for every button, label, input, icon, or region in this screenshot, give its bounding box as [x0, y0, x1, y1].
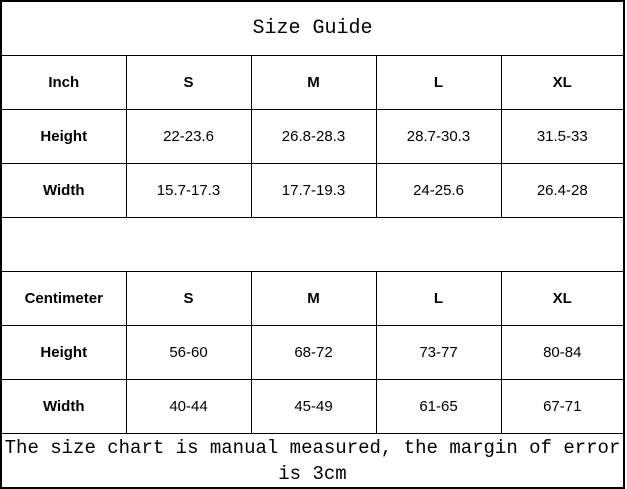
spacer-row	[0, 217, 625, 272]
title-row: Size Guide	[0, 0, 625, 56]
table-cell: 68-72	[250, 325, 377, 380]
table-cell: 28.7-30.3	[375, 109, 502, 164]
size-header: M	[250, 271, 377, 326]
cm-header-row: Centimeter S M L XL	[0, 271, 625, 326]
size-header: S	[125, 271, 252, 326]
table-cell: 31.5-33	[500, 109, 625, 164]
table-cell: 61-65	[375, 379, 502, 434]
size-header: M	[250, 55, 377, 110]
table-row: Width 15.7-17.3 17.7-19.3 24-25.6 26.4-2…	[0, 163, 625, 218]
table-cell: 26.4-28	[500, 163, 625, 218]
row-label: Height	[0, 325, 127, 380]
table-cell: 67-71	[500, 379, 625, 434]
size-header: S	[125, 55, 252, 110]
table-cell: 17.7-19.3	[250, 163, 377, 218]
table-cell: 26.8-28.3	[250, 109, 377, 164]
table-cell: 73-77	[375, 325, 502, 380]
table-cell: 15.7-17.3	[125, 163, 252, 218]
row-label: Height	[0, 109, 127, 164]
size-header: XL	[500, 55, 625, 110]
size-header: L	[375, 271, 502, 326]
size-header: XL	[500, 271, 625, 326]
table-row: Height 22-23.6 26.8-28.3 28.7-30.3 31.5-…	[0, 109, 625, 164]
unit-label: Inch	[0, 55, 127, 110]
table-row: Width 40-44 45-49 61-65 67-71	[0, 379, 625, 434]
table-cell: 56-60	[125, 325, 252, 380]
table-cell: 40-44	[125, 379, 252, 434]
table-row: Height 56-60 68-72 73-77 80-84	[0, 325, 625, 380]
unit-label: Centimeter	[0, 271, 127, 326]
footnote-row: The size chart is manual measured, the m…	[0, 433, 625, 489]
inch-header-row: Inch S M L XL	[0, 55, 625, 110]
footnote: The size chart is manual measured, the m…	[0, 433, 625, 489]
row-label: Width	[0, 163, 127, 218]
table-cell: 80-84	[500, 325, 625, 380]
table-cell: 22-23.6	[125, 109, 252, 164]
table-cell: 45-49	[250, 379, 377, 434]
table-cell: 24-25.6	[375, 163, 502, 218]
size-header: L	[375, 55, 502, 110]
table-title: Size Guide	[0, 0, 625, 56]
spacer-cell	[0, 217, 625, 272]
row-label: Width	[0, 379, 127, 434]
